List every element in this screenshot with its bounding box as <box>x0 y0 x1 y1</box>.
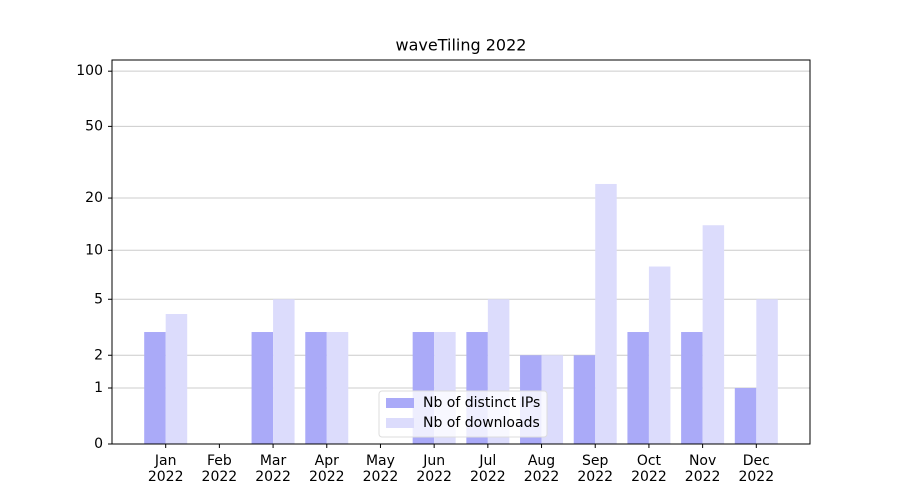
legend-swatch <box>386 418 414 428</box>
y-tick-label: 100 <box>76 63 103 79</box>
x-tick-label: Oct 2022 <box>631 453 667 485</box>
bar <box>573 355 596 444</box>
y-tick-label: 0 <box>94 436 103 452</box>
x-tick-label: Apr 2022 <box>308 453 345 485</box>
legend-swatch <box>386 398 414 408</box>
bar <box>595 183 617 444</box>
y-tick-label: 10 <box>85 242 103 258</box>
bar <box>702 225 725 444</box>
bar <box>165 313 188 444</box>
x-tick-label: May 2022 <box>362 453 399 485</box>
x-tick-label: Dec 2022 <box>738 453 775 485</box>
legend-label: Nb of downloads <box>423 415 540 431</box>
bar <box>627 332 649 444</box>
bar <box>648 266 671 444</box>
y-tick-label: 5 <box>94 291 103 307</box>
x-tick-label: Nov 2022 <box>684 453 721 485</box>
bar <box>144 332 166 444</box>
bar <box>681 332 703 444</box>
bar <box>734 388 757 444</box>
bar <box>273 299 295 444</box>
x-tick-label: Mar 2022 <box>255 453 291 485</box>
x-tick-label: Sep 2022 <box>577 453 614 485</box>
chart-title: waveTiling 2022 <box>396 36 527 55</box>
y-tick-label: 2 <box>94 347 103 363</box>
y-tick-label: 1 <box>94 380 103 396</box>
x-tick-label: Feb 2022 <box>201 453 238 485</box>
bar <box>756 299 778 444</box>
x-tick-label: Jun 2022 <box>416 453 452 485</box>
plot-frame <box>111 59 811 445</box>
bar <box>251 332 274 444</box>
x-tick-label: Jan 2022 <box>147 453 184 485</box>
bar <box>305 332 327 444</box>
x-tick-label: Aug 2022 <box>523 453 560 485</box>
y-tick-label: 20 <box>85 190 103 206</box>
legend-box <box>378 390 548 438</box>
y-tick-label: 50 <box>85 118 103 134</box>
bar <box>326 332 349 444</box>
x-tick-label: Jul 2022 <box>470 453 506 485</box>
legend-label: Nb of distinct IPs <box>423 395 540 411</box>
